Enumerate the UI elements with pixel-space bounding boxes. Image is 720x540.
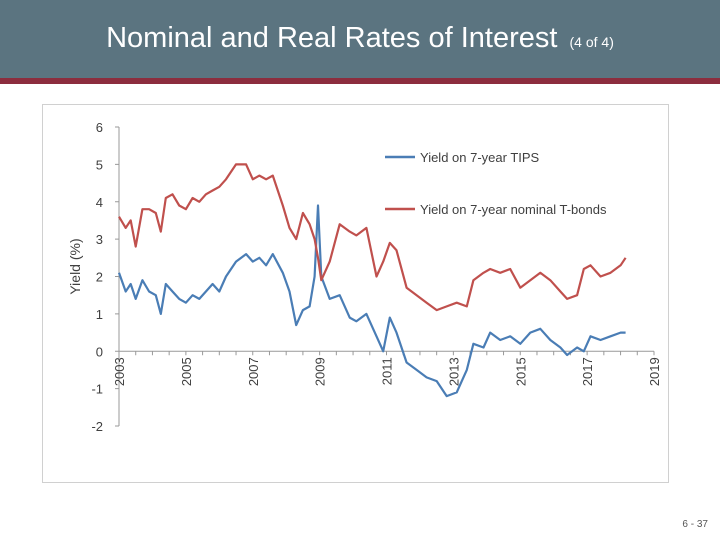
y-tick-label: 2: [96, 270, 103, 285]
y-axis-title: Yield (%): [67, 238, 83, 294]
series-line-tips: [117, 204, 626, 398]
page-number: 6 - 37: [682, 519, 708, 530]
y-tick-label: -2: [91, 419, 103, 434]
x-tick-label: 2011: [380, 357, 395, 385]
y-tick-label: 5: [96, 157, 103, 172]
y-tick-label: 6: [96, 120, 103, 135]
y-tick-label: 3: [96, 232, 103, 247]
x-tick-label: 2019: [647, 357, 662, 386]
x-tick-label: 2017: [580, 357, 595, 386]
x-tick-label: 2005: [179, 357, 194, 386]
y-tick-label: 0: [96, 344, 103, 359]
y-tick-label: -1: [91, 382, 103, 397]
chart-frame: [42, 104, 669, 483]
slide-subtitle: (4 of 4): [569, 34, 614, 50]
slide-title-text: Nominal and Real Rates of Interest: [106, 22, 558, 54]
header-divider: [0, 78, 720, 84]
series-line-nominal: [118, 163, 627, 312]
y-tick-label: 1: [96, 307, 103, 322]
x-tick-label: 2015: [513, 357, 528, 386]
x-tick-label: 2007: [246, 357, 261, 386]
x-tick-label: 2013: [446, 357, 461, 386]
x-tick-label: 2003: [112, 357, 127, 386]
y-tick-label: 4: [96, 195, 103, 210]
line-chart: 6 5 4 3 2 1 0 -1 -2 2003 2005 2007 2009 2011 2013 2015 2…: [67, 120, 662, 434]
legend-label-tips: Yield on 7-year TIPS: [420, 150, 540, 165]
x-tick-label: 2009: [313, 357, 328, 386]
slide-header: [0, 0, 720, 78]
slide-title: Nominal and Real Rates of Interest (4 of…: [0, 22, 720, 55]
legend-label-nominal: Yield on 7-year nominal T-bonds: [420, 202, 607, 217]
